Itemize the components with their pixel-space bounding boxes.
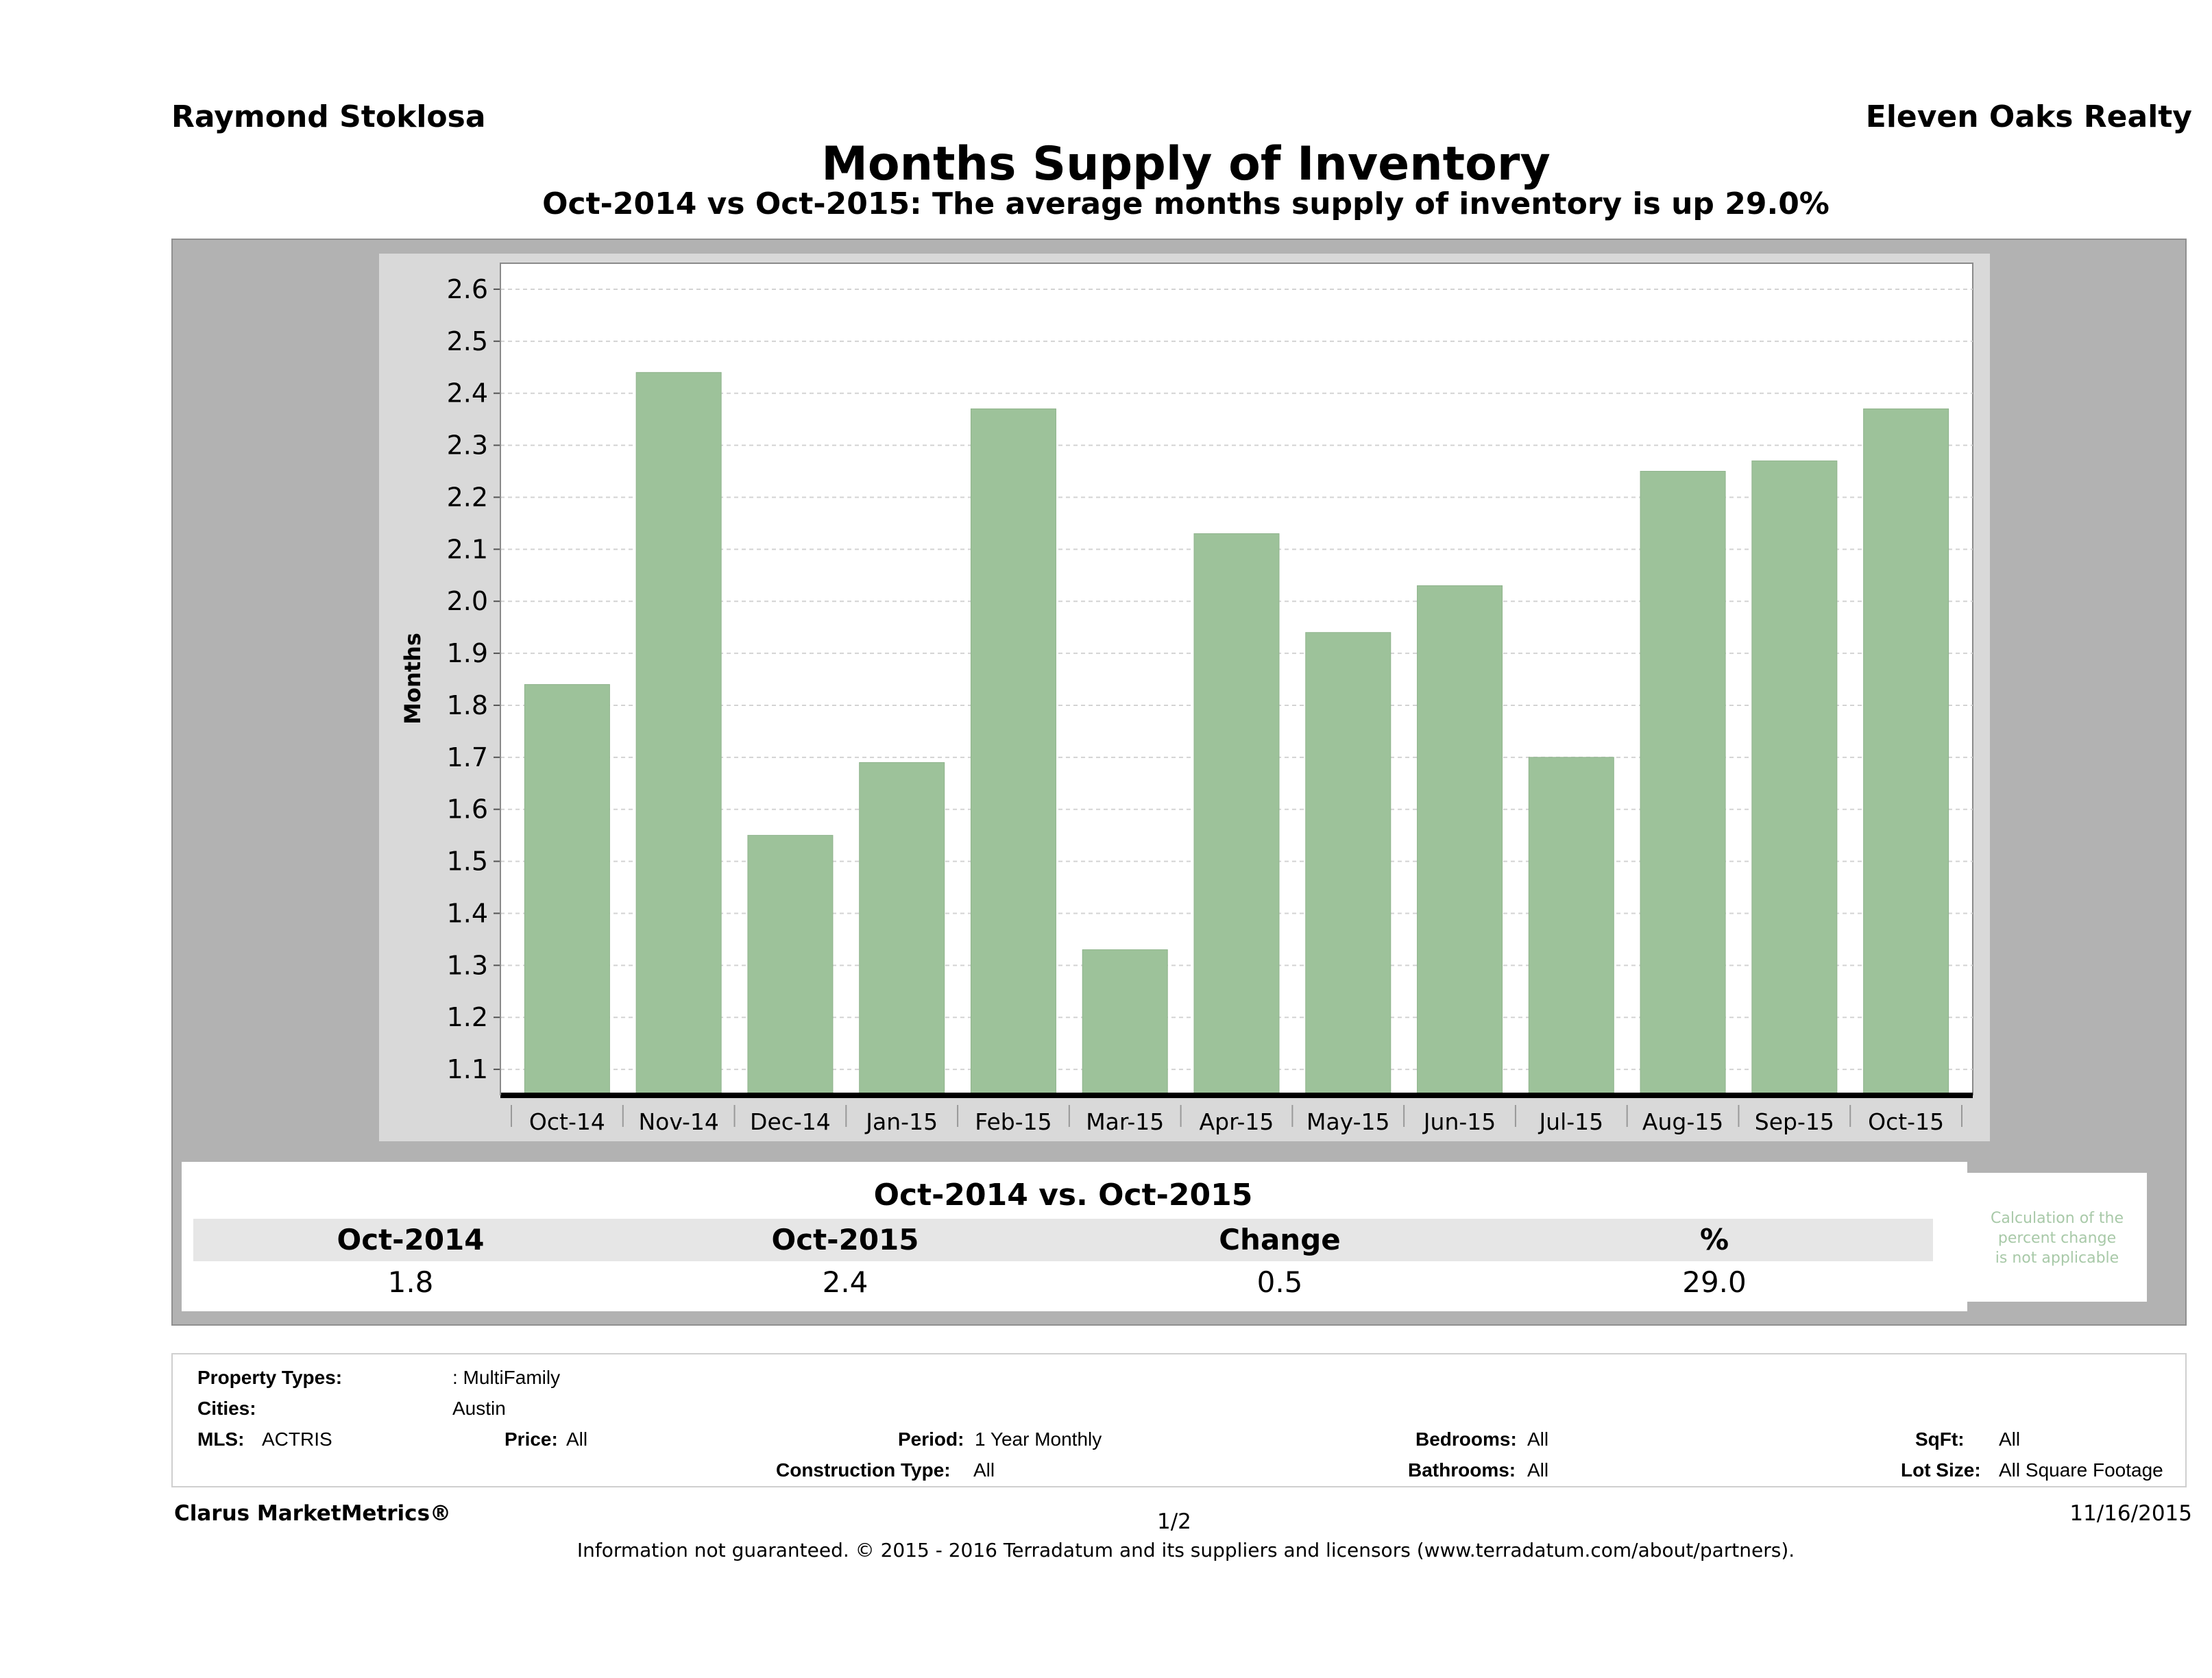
- mls-label: MLS:: [197, 1428, 245, 1450]
- cities-value: Austin: [452, 1398, 506, 1419]
- y-tick-label-10: 2.1: [447, 534, 488, 564]
- x-tick-label-jun-15: Jun-15: [1422, 1108, 1496, 1135]
- x-tick-label-oct-15: Oct-15: [1868, 1108, 1944, 1135]
- price-label: Price:: [505, 1428, 558, 1450]
- chart-subtitle: Oct-2014 vs Oct-2015: The average months…: [542, 186, 1830, 221]
- bars: [524, 372, 1949, 1096]
- bar-chart: 1.1 1.2 1.3 1.4 1.5 1.6 1.7 1.8 1.9 2.0 2.1 2.2 2.3 2…: [400, 263, 1973, 1135]
- page-number: 1/2: [1157, 1509, 1191, 1534]
- y-tick-label-15: 2.6: [447, 274, 488, 304]
- period-value: 1 Year Monthly: [975, 1428, 1102, 1450]
- x-tick-label-sep-15: Sep-15: [1755, 1108, 1834, 1135]
- property-types-value: : MultiFamily: [452, 1367, 561, 1388]
- y-tick-label-5: 1.6: [447, 794, 488, 825]
- company-name: Eleven Oaks Realty: [1865, 99, 2192, 134]
- x-tick-label-oct-14: Oct-14: [529, 1108, 605, 1135]
- construction-type-value: All: [973, 1459, 995, 1481]
- footer-brand: Clarus MarketMetrics®: [174, 1501, 452, 1526]
- filter-panel: Property Types: : MultiFamily Cities: Au…: [171, 1353, 2187, 1487]
- bar-aug-15: [1640, 471, 1726, 1096]
- summary-value-row: 1.8 2.4 0.5 29.0: [193, 1261, 1933, 1304]
- y-tick-label-12: 2.3: [447, 430, 488, 461]
- summary-label-change: Change: [1219, 1223, 1341, 1256]
- y-tick-label-7: 1.8: [447, 690, 488, 720]
- x-tick-label-jan-15: Jan-15: [864, 1108, 938, 1135]
- y-tick-label-3: 1.4: [447, 898, 488, 928]
- y-tick-label-0: 1.1: [447, 1054, 488, 1084]
- x-tick-label-feb-15: Feb-15: [975, 1108, 1052, 1135]
- lot-size-value: All Square Footage: [1999, 1459, 2163, 1481]
- y-tick-label-2: 1.3: [447, 950, 488, 980]
- y-tick-label-8: 1.9: [447, 638, 488, 668]
- bar-dec-14: [747, 835, 834, 1096]
- summary-value-change: 0.5: [1256, 1265, 1303, 1299]
- x-tick-label-jul-15: Jul-15: [1538, 1108, 1603, 1135]
- x-axis-ticks: Oct-14 Nov-14 Dec-14 Jan-15 Feb-15 Mar-15 Apr-…: [511, 1105, 1962, 1135]
- x-tick-label-dec-14: Dec-14: [750, 1108, 831, 1135]
- cities-label: Cities:: [197, 1398, 256, 1419]
- bedrooms-value: All: [1527, 1428, 1549, 1450]
- y-tick-label-1: 1.2: [447, 1002, 488, 1032]
- summary-value-percent: 29.0: [1682, 1265, 1747, 1299]
- summary-value-oct-2015: 2.4: [822, 1265, 868, 1299]
- bedrooms-label: Bedrooms:: [1415, 1428, 1517, 1450]
- bar-jan-15: [859, 762, 945, 1096]
- mls-value: ACTRIS: [262, 1428, 332, 1450]
- y-tick-label-6: 1.7: [447, 742, 488, 773]
- summary-value-oct-2014: 1.8: [387, 1265, 434, 1299]
- bar-jun-15: [1417, 585, 1503, 1096]
- y-axis-label: Months: [400, 633, 426, 725]
- sqft-value: All: [1999, 1428, 2021, 1450]
- note-line-2: percent change: [1997, 1230, 2117, 1247]
- y-tick-label-4: 1.5: [447, 847, 488, 877]
- y-axis-ticks: 1.1 1.2 1.3 1.4 1.5 1.6 1.7 1.8 1.9 2.0 2.1 2.2 2.3 2…: [447, 274, 500, 1084]
- bar-mar-15: [1082, 949, 1168, 1096]
- bathrooms-value: All: [1527, 1459, 1549, 1481]
- bar-jul-15: [1528, 757, 1614, 1096]
- y-tick-label-14: 2.5: [447, 326, 488, 356]
- summary-label-row: Oct-2014 Oct-2015 Change %: [193, 1219, 1933, 1261]
- summary-label-percent: %: [1699, 1223, 1729, 1256]
- summary-label-oct-2015: Oct-2015: [771, 1223, 919, 1256]
- bathrooms-label: Bathrooms:: [1408, 1459, 1516, 1481]
- x-tick-label-apr-15: Apr-15: [1200, 1108, 1274, 1135]
- bar-apr-15: [1193, 533, 1280, 1096]
- percent-change-note: Calculation of the percent change is not…: [1967, 1173, 2147, 1302]
- note-line-1: Calculation of the: [1990, 1210, 2124, 1227]
- agent-name: Raymond Stoklosa: [171, 99, 486, 134]
- construction-type-label: Construction Type:: [776, 1459, 951, 1481]
- sqft-label: SqFt:: [1915, 1428, 1965, 1450]
- price-value: All: [566, 1428, 588, 1450]
- report-date: 11/16/2015: [2069, 1501, 2192, 1526]
- y-tick-label-13: 2.4: [447, 378, 488, 409]
- x-tick-label-may-15: May-15: [1306, 1108, 1390, 1135]
- disclaimer: Information not guaranteed. © 2015 - 201…: [576, 1539, 1795, 1561]
- gridlines: [500, 288, 1973, 1071]
- property-types-label: Property Types:: [197, 1367, 343, 1388]
- period-label: Period:: [898, 1428, 964, 1450]
- y-tick-label-11: 2.2: [447, 482, 488, 512]
- lot-size-label: Lot Size:: [1901, 1459, 1981, 1481]
- summary-label-oct-2014: Oct-2014: [337, 1223, 485, 1256]
- bar-nov-14: [635, 372, 722, 1096]
- bar-feb-15: [970, 408, 1056, 1096]
- bar-sep-15: [1751, 460, 1838, 1096]
- bar-oct-15: [1863, 408, 1949, 1096]
- summary-heading: Oct-2014 vs. Oct-2015: [193, 1172, 1933, 1219]
- bar-oct-14: [524, 684, 610, 1096]
- bar-may-15: [1305, 632, 1391, 1096]
- note-line-3: is not applicable: [1995, 1250, 2119, 1267]
- x-tick-label-aug-15: Aug-15: [1642, 1108, 1723, 1135]
- x-tick-label-mar-15: Mar-15: [1086, 1108, 1164, 1135]
- y-tick-label-9: 2.0: [447, 586, 488, 616]
- x-tick-label-nov-14: Nov-14: [638, 1108, 718, 1135]
- chart-title: Months Supply of Inventory: [821, 137, 1551, 191]
